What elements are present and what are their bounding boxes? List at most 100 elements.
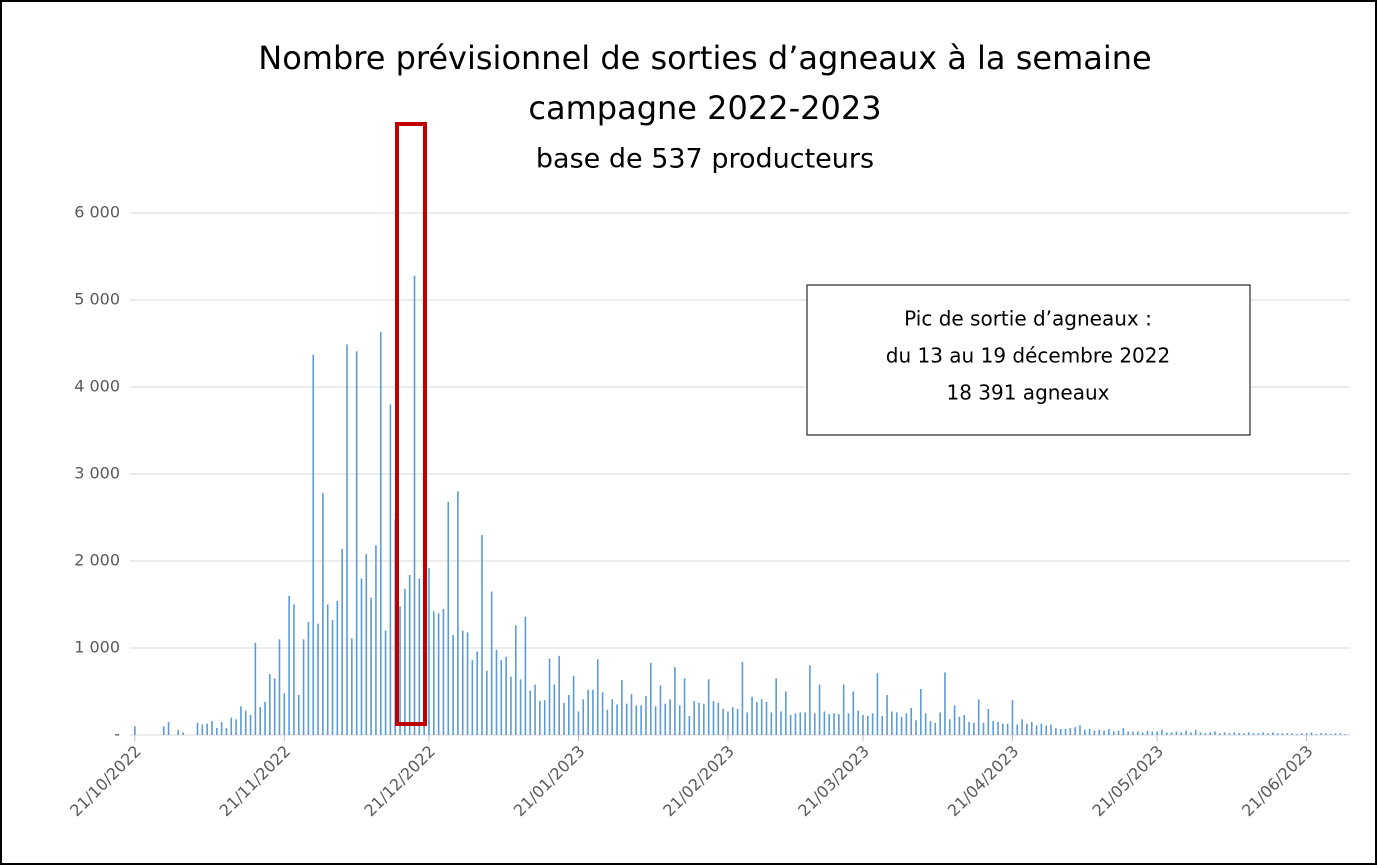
- bar: [1117, 730, 1120, 735]
- bar: [331, 620, 334, 735]
- bar: [862, 714, 864, 735]
- bar: [273, 678, 276, 735]
- bar: [871, 713, 874, 735]
- bar: [857, 710, 859, 735]
- bar: [1079, 725, 1081, 735]
- bar: [249, 714, 252, 735]
- bar: [1262, 732, 1265, 735]
- bar: [1199, 732, 1202, 735]
- bar: [987, 708, 990, 735]
- bar: [346, 344, 348, 735]
- bar: [466, 632, 469, 735]
- bar: [939, 712, 941, 735]
- bar: [201, 724, 204, 735]
- bar: [1228, 733, 1231, 735]
- bar: [341, 548, 343, 735]
- bar: [437, 613, 440, 735]
- bar: [833, 713, 835, 735]
- bar: [997, 721, 999, 735]
- bar: [1325, 733, 1327, 735]
- bar: [404, 588, 406, 735]
- bar: [568, 694, 570, 735]
- bar: [1281, 733, 1284, 735]
- bar: [1127, 731, 1129, 735]
- bar: [727, 711, 729, 735]
- bar: [326, 604, 329, 735]
- bar: [1291, 733, 1293, 735]
- bar: [322, 493, 324, 735]
- bar: [963, 714, 966, 735]
- bar: [553, 684, 556, 735]
- bar: [534, 684, 536, 735]
- bar: [1151, 731, 1154, 735]
- bar: [418, 578, 421, 735]
- bar: [389, 404, 392, 735]
- bar: [1045, 725, 1048, 735]
- bar: [1074, 727, 1076, 735]
- bar: [818, 684, 821, 735]
- bar: [794, 713, 797, 735]
- bar: [1098, 729, 1101, 735]
- bar: [543, 700, 546, 735]
- bar: [707, 679, 710, 735]
- bar: [645, 695, 647, 735]
- bar: [351, 638, 353, 735]
- bar: [664, 703, 667, 735]
- bar: [182, 732, 184, 735]
- bar: [230, 717, 233, 735]
- bar: [134, 726, 136, 735]
- bar: [471, 660, 474, 735]
- bar: [278, 639, 281, 735]
- bar: [572, 675, 575, 735]
- bar: [519, 679, 522, 735]
- bar: [1315, 734, 1318, 735]
- bar: [1040, 723, 1043, 735]
- bar: [355, 351, 358, 735]
- bar: [432, 611, 435, 735]
- y-tick-label: -: [114, 725, 120, 744]
- bar: [717, 702, 720, 735]
- bar: [1300, 733, 1303, 735]
- bar: [317, 623, 319, 735]
- y-tick-label: 4 000: [74, 377, 120, 396]
- bar: [269, 674, 271, 735]
- bar: [1112, 731, 1115, 735]
- bar: [847, 713, 850, 735]
- bar: [775, 678, 777, 735]
- bar: [167, 721, 170, 735]
- bar: [948, 719, 951, 735]
- bar: [1180, 732, 1183, 735]
- bar: [606, 709, 609, 735]
- bar: [1088, 728, 1091, 735]
- bar: [1108, 728, 1110, 735]
- bar: [283, 693, 286, 735]
- bar: [924, 713, 927, 735]
- bar: [1026, 723, 1028, 735]
- bar: [577, 711, 580, 735]
- bar: [944, 672, 946, 735]
- bar: [659, 685, 662, 735]
- bar: [900, 716, 903, 735]
- bar: [1011, 700, 1014, 735]
- bar: [1055, 728, 1057, 735]
- bar: [1223, 732, 1226, 735]
- bar: [1069, 728, 1072, 735]
- bar: [1132, 731, 1134, 735]
- bar: [461, 630, 464, 735]
- bar: [408, 574, 411, 735]
- bar: [611, 699, 614, 735]
- bar: [1272, 732, 1274, 735]
- bar: [558, 655, 560, 735]
- bar: [177, 729, 180, 735]
- chart-subtitle: base de 537 producteurs: [536, 144, 874, 175]
- bar: [804, 712, 806, 735]
- bar: [688, 715, 691, 735]
- bar: [447, 501, 450, 735]
- bar: [780, 711, 782, 735]
- bar: [215, 728, 218, 735]
- bar: [1021, 719, 1023, 735]
- bar: [413, 275, 416, 735]
- bar: [669, 699, 671, 735]
- bar: [1204, 733, 1207, 735]
